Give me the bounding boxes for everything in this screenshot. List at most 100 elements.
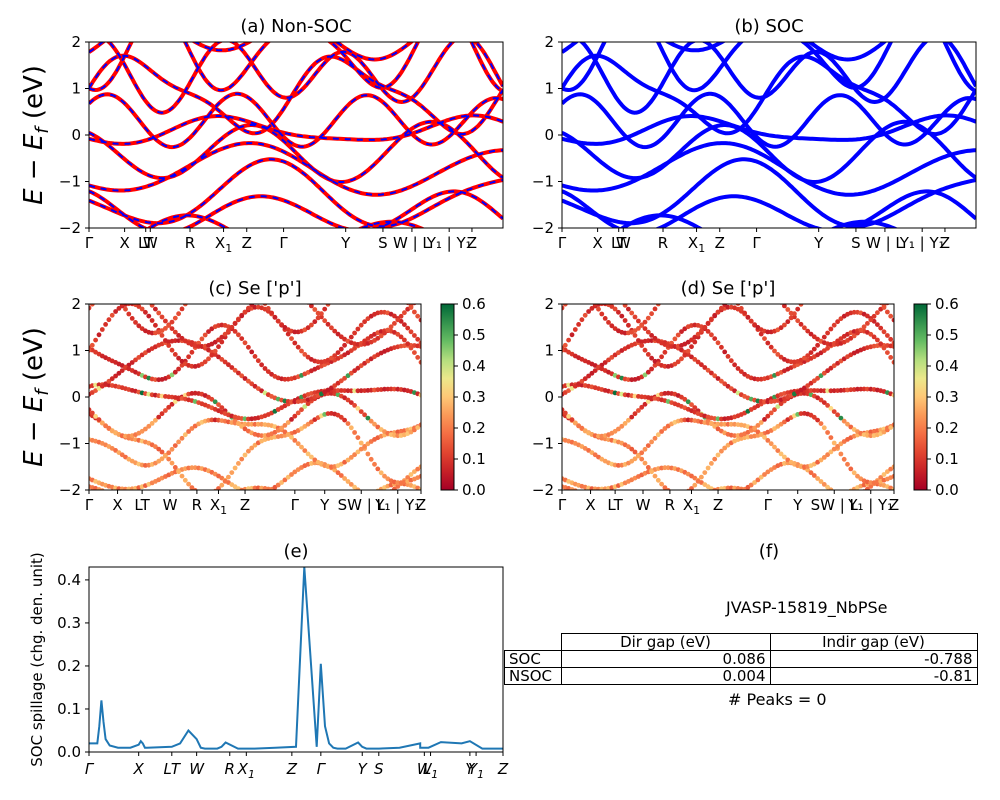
band-line [89,158,503,228]
scatter-point [626,417,631,423]
scatter-point [645,399,651,404]
scatter-point [110,286,115,291]
scatter-point [885,309,890,315]
scatter-point [566,265,571,270]
x-tick-label: X [592,234,602,252]
scatter-point [626,506,631,511]
scatter-point [106,378,112,384]
scatter-point [93,414,98,419]
scatter-point [136,290,141,295]
scatter-point [682,396,688,402]
scatter-point [712,487,718,490]
scatter-point [706,263,711,268]
scatter-point [576,289,581,294]
scatter-point [712,269,717,274]
scatter-point [292,329,298,335]
scatter-point [229,262,234,267]
scatter-point [233,263,238,268]
scatter-point [415,336,421,342]
scatter-point [765,438,771,443]
scatter-point [566,337,571,343]
scatter-point [232,321,238,326]
scatter-point [765,413,771,419]
scatter-point [589,370,595,376]
scatter-point [778,401,784,407]
scatter-point [755,423,761,428]
scatter-point [689,262,694,267]
y-tick-label: 2 [71,295,81,313]
scatter-point [616,426,621,432]
scatter-point [309,304,314,309]
scatter-point [349,270,354,275]
scatter-point [358,409,364,414]
scatter-point [755,429,761,435]
scatter-point [831,440,837,446]
scatter-point [355,435,361,440]
scatter-point [685,348,691,354]
scatter-point [639,323,645,328]
scatter-point [719,378,724,384]
scatter-point [825,430,830,435]
scatter-point [802,355,807,361]
scatter-point [369,262,374,267]
scatter-point [232,367,238,373]
scatter-point [358,446,364,452]
scatter-point [93,298,98,303]
scatter-point [632,456,638,462]
scatter-point [748,428,754,433]
scatter-point [649,469,654,475]
x-tick-label: Γ [85,760,95,778]
scatter-point [765,340,771,346]
scatter-point [289,434,294,440]
scatter-point [292,438,298,443]
scatter-point [140,293,145,298]
scatter-point [348,425,354,431]
scatter-point [143,426,148,432]
scatter-point [153,417,158,423]
scatter-point [872,291,877,296]
scatter-point [209,396,215,402]
scatter-point [239,456,245,462]
scatter-point [163,326,168,331]
scatter-point [378,309,384,315]
scatter-point [382,330,387,336]
scatter-point [252,442,258,448]
scatter-point [172,315,178,321]
scatter-point [562,407,565,413]
scatter-point [772,502,777,507]
scatter-point [732,362,737,368]
spillage-line [89,567,503,750]
x-tick-label: Y₁ | Y₁ [847,496,893,514]
scatter-point [110,285,115,290]
scatter-point [622,304,628,308]
scatter-point [418,473,421,479]
table-row: SOC 0.086 -0.788 [504,650,978,668]
scatter-point [87,261,92,266]
scatter-point [815,395,820,401]
scatter-point [342,342,347,348]
scatter-point [715,340,721,346]
scatter-point [705,329,711,334]
y-axis-label-top: E − Ef (eV) [19,65,53,205]
colorbar-tick-label: 0.5 [935,326,959,344]
scatter-point [279,425,284,431]
scatter-point [253,299,258,304]
scatter-point [891,422,894,428]
scatter-point [832,263,837,268]
x-tick-label: X [112,496,122,514]
scatter-point [645,465,651,470]
scatter-point [172,465,178,470]
scatter-point [93,388,98,393]
scatter-point [815,342,820,348]
scatter-point [602,316,608,321]
band-line [562,157,976,228]
scatter-point [249,381,255,387]
scatter-point [216,344,221,350]
y-tick-label: 0.3 [57,614,81,632]
scatter-point [802,512,807,517]
scatter-point [322,306,328,312]
scatter-point [392,386,397,392]
scatter-point [788,315,794,321]
scatter-point [236,332,241,338]
